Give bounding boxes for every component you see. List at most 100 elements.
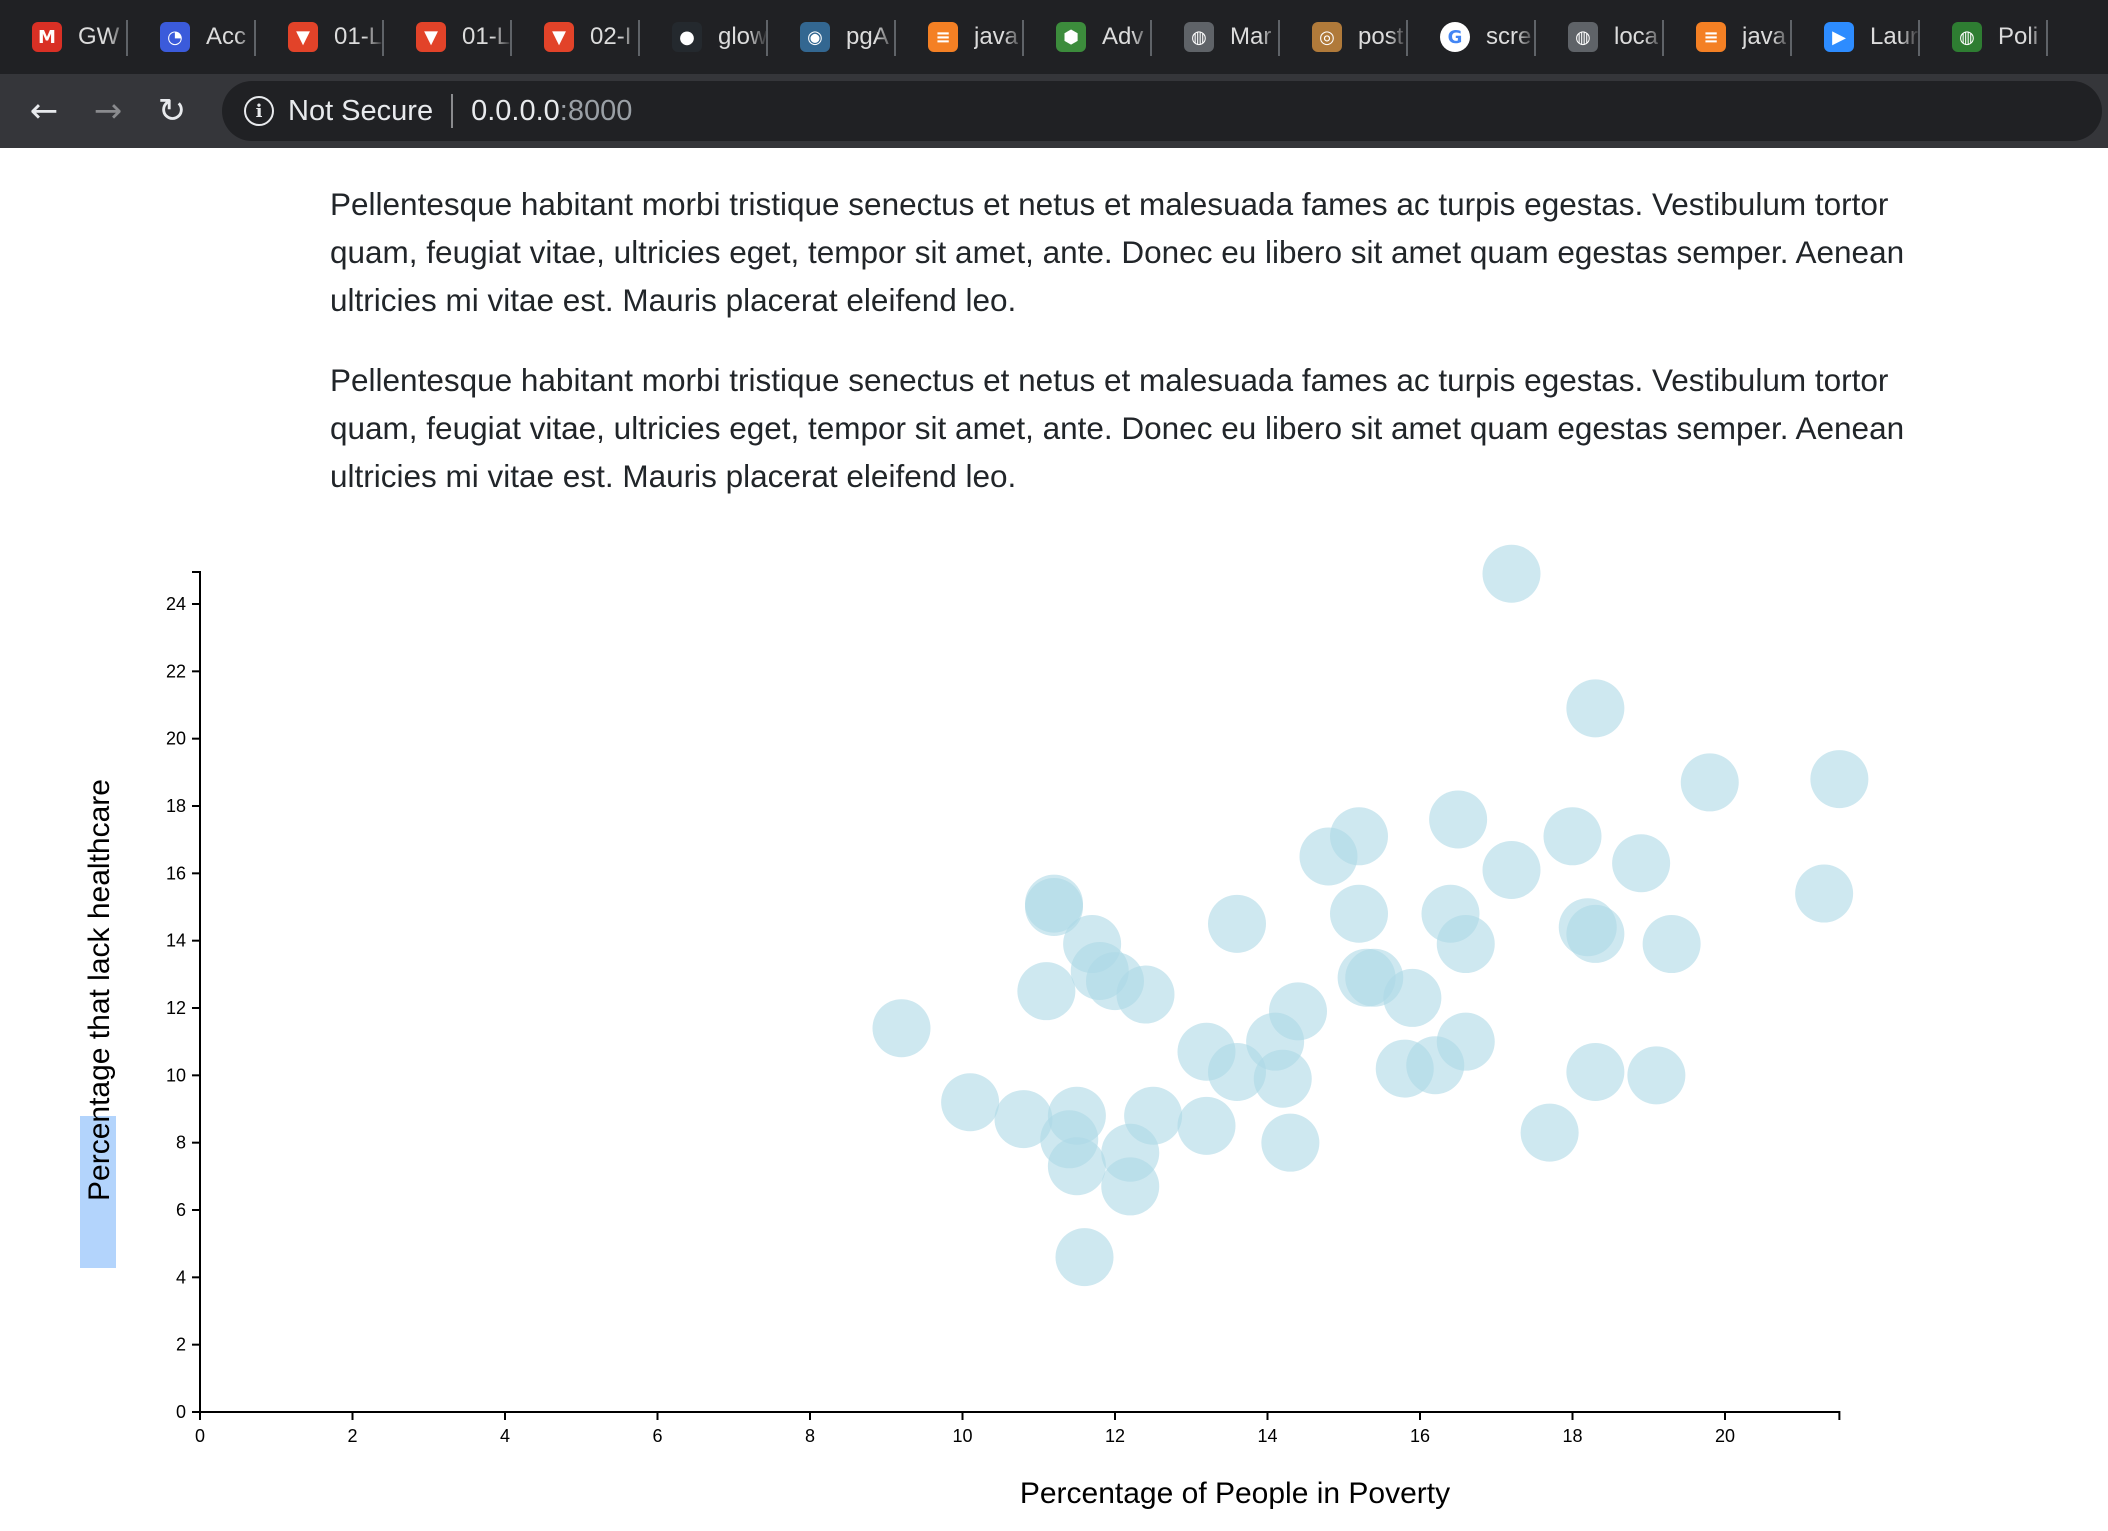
y-label-highlight [80,1116,116,1268]
reload-icon: ↻ [157,91,187,131]
tab-label: Mar [1230,23,1272,50]
browser-toolbar: ← → ↻ i Not Secure 0.0.0.0:8000 [0,74,2108,148]
tab-label: scre [1486,23,1532,50]
data-point [872,999,931,1058]
y-tick-label: 4 [176,1267,186,1287]
data-point [1680,753,1739,812]
data-point [1566,679,1625,738]
x-tick-label: 0 [195,1426,205,1446]
browser-tab[interactable]: M GW [0,0,128,74]
data-point [1520,1103,1579,1162]
tab-label: Adv [1102,23,1144,50]
x-tick-label: 4 [500,1426,510,1446]
x-tick-label: 2 [347,1426,357,1446]
globe-icon: ◍ [1184,22,1214,52]
tab-label: java [974,23,1019,50]
tab-label: 01-L [462,23,511,50]
data-point [1566,904,1625,963]
browser-tab[interactable]: ◍ Poli [1920,0,2048,74]
y-tick-label: 0 [176,1402,186,1422]
data-point [1612,834,1671,893]
tab-label: GW [78,23,120,50]
y-tick-label: 6 [176,1200,186,1220]
browser-tab[interactable]: ▼ 01-L [256,0,384,74]
browser-tab[interactable]: ◍ loca [1536,0,1664,74]
x-tick-label: 20 [1715,1426,1735,1446]
pgadmin-icon: ◉ [800,22,830,52]
forward-button[interactable]: → [76,79,140,143]
browser-tab[interactable]: ● glow [640,0,768,74]
browser-tab[interactable]: ◍ Mar [1152,0,1280,74]
x-axis-label: Percentage of People in Poverty [1020,1477,1450,1510]
tab-label: 01-L [334,23,383,50]
data-point [1810,750,1869,809]
chart-svg: 0 2 4 6 8 10 12 14 16 18 20024681012141618202224Pe… [80,544,1869,1510]
gitlab-icon: ▼ [288,22,318,52]
data-point [1795,864,1854,923]
tab-label: pgA [846,23,889,50]
tab-strip: M GW ◔ Acc ▼ 01-L ▼ 01-L ▼ 02-I ● glow ◉ pgA ≡ java ⬢ Adv… [0,0,2108,74]
x-tick-label: 18 [1562,1426,1582,1446]
paragraph-2: Pellentesque habitant morbi tristique se… [330,362,1905,494]
data-point [1642,915,1701,974]
data-point [1383,968,1442,1027]
data-point [1627,1046,1686,1105]
y-tick-label: 16 [166,863,186,883]
data-point [1261,1113,1320,1172]
tab-label: java [1742,23,1787,50]
y-axis-label-group: Percentage that lack healthcare [80,779,116,1268]
address-bar[interactable]: i Not Secure 0.0.0.0:8000 [222,81,2102,141]
reload-button[interactable]: ↻ [140,79,204,143]
data-point [1116,965,1175,1024]
zoom-icon: ▶ [1824,22,1854,52]
paragraph-1: Pellentesque habitant morbi tristique se… [330,186,1905,318]
x-tick-label: 16 [1410,1426,1430,1446]
browser-tab[interactable]: ▶ Laur [1792,0,1920,74]
data-point [1482,840,1541,899]
account-icon: ◔ [160,22,190,52]
data-point [1330,884,1388,943]
tab-label: post [1358,23,1404,50]
url-host[interactable]: 0.0.0.0 [471,94,560,127]
browser-tab[interactable]: ≡ java [896,0,1024,74]
browser-tab[interactable]: ⬢ Adv [1024,0,1152,74]
data-point [994,1090,1053,1149]
data-point [1017,962,1076,1021]
browser-tab[interactable]: ◔ Acc [128,0,256,74]
arrow-right-icon: → [93,91,123,131]
cube-icon: ⬢ [1056,22,1086,52]
browser-tab[interactable]: ◉ pgA [768,0,896,74]
scatter-points [872,544,1869,1287]
data-point [1208,1042,1266,1101]
security-label[interactable]: Not Secure [288,94,434,127]
data-point [1101,1157,1160,1216]
data-point [1055,1228,1114,1287]
data-point [1299,827,1358,886]
back-button[interactable]: ← [12,79,76,143]
data-point [1543,807,1602,866]
data-point [941,1073,1000,1132]
tab-label: loca [1614,23,1659,50]
data-point [1566,1042,1625,1101]
y-axis-label: Percentage that lack healthcare [83,779,116,1201]
x-tick-label: 10 [952,1426,972,1446]
y-tick-label: 8 [176,1133,186,1153]
browser-tab[interactable]: ◎ post [1280,0,1408,74]
google-icon: G [1440,22,1470,52]
data-point [1436,915,1495,974]
gmail-icon: M [32,22,62,52]
stackoverflow-icon: ≡ [1696,22,1726,52]
scatter-chart: 0 2 4 6 8 10 12 14 16 18 20 0 2 4 6 8 10 12 14 16 18 20 22 24 Pe… [0,530,2108,1526]
browser-tab[interactable]: ▼ 01-L [384,0,512,74]
data-point [1429,790,1488,849]
info-icon[interactable]: i [244,96,274,126]
globe-icon: ◍ [1568,22,1598,52]
browser-tab[interactable]: ≡ java [1664,0,1792,74]
y-tick-label: 22 [166,661,186,681]
browser-tab[interactable]: ▼ 02-I [512,0,640,74]
x-tick-label: 8 [805,1426,815,1446]
url-port[interactable]: :8000 [559,94,633,127]
data-point [1177,1096,1236,1155]
